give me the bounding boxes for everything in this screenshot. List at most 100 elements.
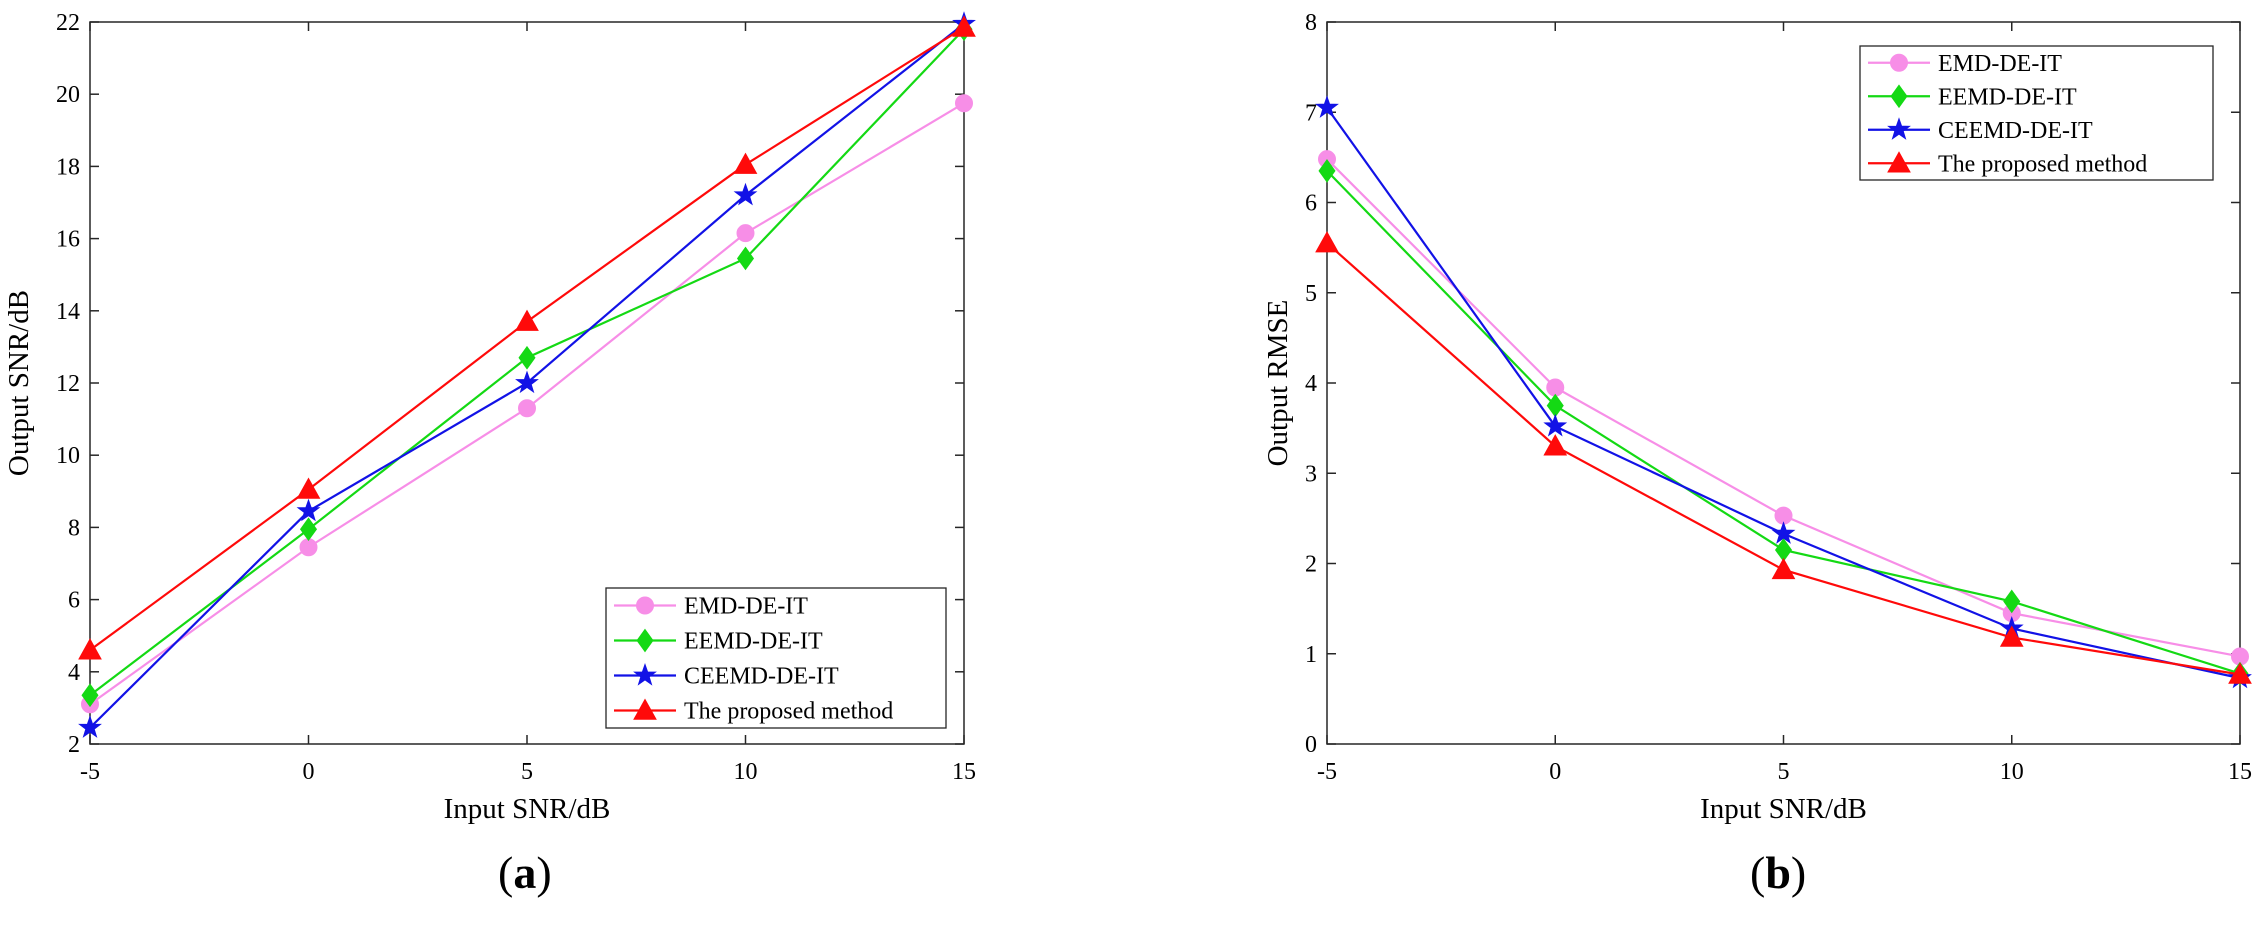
panel-label-open-paren: ( — [498, 847, 513, 898]
x-tick-label: 5 — [1778, 759, 1790, 785]
legend: EMD-DE-IT EEMD-DE-IT CEEMD-DE-IT The propos… — [1859, 45, 2214, 181]
legend-marker-diamond — [1890, 84, 1908, 109]
data-point-circle — [736, 224, 755, 243]
x-tick-label: -5 — [1317, 759, 1337, 785]
legend-marker-diamond — [636, 628, 654, 653]
legend-marker-star — [633, 662, 657, 686]
legend-item: EMD-DE-IT — [614, 594, 808, 620]
x-tick-label: 0 — [303, 759, 315, 785]
series-the-proposed-method — [1315, 231, 2252, 684]
legend-item: EMD-DE-IT — [1868, 51, 2062, 77]
series-line — [1326, 242, 2241, 676]
data-point-star — [1771, 521, 1796, 544]
x-tick-label: 0 — [1549, 759, 1561, 785]
y-tick-label: 3 — [1305, 461, 1317, 487]
y-tick-label: 12 — [56, 371, 80, 397]
series-line — [1326, 107, 2241, 680]
legend-marker-circle — [1890, 53, 1908, 72]
y-tick-label: 0 — [1305, 732, 1317, 758]
panel-label: (b) — [1750, 847, 1806, 898]
panel-label-close-paren: ) — [536, 847, 551, 898]
y-tick-label: 2 — [68, 732, 80, 758]
legend-item: EEMD-DE-IT — [614, 629, 823, 655]
data-point-diamond — [518, 345, 536, 370]
x-tick-label: 15 — [952, 759, 976, 785]
y-tick-label: 8 — [1305, 10, 1317, 36]
panel-label-close-paren: ) — [1791, 847, 1806, 898]
series-emd-de-it — [1318, 150, 2249, 666]
data-point-star — [733, 182, 758, 206]
data-point-circle — [1546, 378, 1565, 397]
y-tick-label: 4 — [68, 660, 80, 686]
legend-marker-triangle — [633, 698, 657, 720]
y-tick-label: 14 — [56, 299, 80, 325]
data-point-circle — [299, 538, 318, 557]
data-point-diamond — [81, 683, 99, 708]
y-tick-label: 18 — [56, 154, 80, 180]
legend-box — [605, 587, 947, 729]
data-point-triangle — [78, 638, 102, 660]
data-point-circle — [955, 94, 973, 113]
panel-label: (a) — [498, 847, 552, 898]
y-tick-label: 4 — [1305, 371, 1317, 397]
y-tick-label: 16 — [56, 227, 80, 253]
x-axis-label: Input SNR/dB — [1700, 793, 1867, 825]
data-point-triangle — [515, 309, 539, 331]
legend-label: CEEMD-DE-IT — [684, 664, 839, 690]
legend-label: The proposed method — [1938, 151, 2147, 177]
y-tick-label: 10 — [56, 443, 80, 469]
x-axis-label: Input SNR/dB — [444, 793, 611, 825]
x-tick-label: 15 — [2228, 759, 2252, 785]
data-point-star — [1315, 95, 1339, 118]
series-ceemd-de-it — [1315, 95, 2252, 689]
y-tick-label: 5 — [1305, 281, 1317, 307]
data-point-triangle — [952, 15, 976, 37]
series-line — [1326, 158, 2241, 658]
legend-item: The proposed method — [1868, 151, 2147, 177]
legend-marker-star — [1887, 117, 1911, 140]
legend-marker-circle — [636, 596, 654, 615]
data-point-triangle — [1543, 434, 1568, 456]
data-point-diamond — [1546, 393, 1564, 418]
y-axis-label: Output SNR/dB — [3, 290, 35, 476]
data-point-diamond — [736, 246, 755, 271]
legend-item: CEEMD-DE-IT — [1868, 117, 2093, 144]
data-point-triangle — [296, 477, 321, 499]
legend-item: CEEMD-DE-IT — [614, 662, 839, 690]
data-point-diamond — [2003, 589, 2021, 614]
data-point-star — [1543, 413, 1568, 437]
series-emd-de-it — [81, 94, 973, 714]
series-line — [89, 26, 965, 652]
legend-box — [1859, 45, 2214, 181]
legend-label: EMD-DE-IT — [684, 594, 808, 620]
x-tick-label: -5 — [80, 759, 100, 785]
legend-label: EEMD-DE-IT — [684, 629, 823, 655]
data-point-diamond — [299, 517, 318, 542]
legend: EMD-DE-IT EEMD-DE-IT CEEMD-DE-IT The propos… — [605, 587, 947, 729]
y-axis-label: Output RMSE — [1262, 300, 1294, 467]
y-tick-label: 20 — [56, 82, 80, 108]
panel-label-letter: b — [1765, 847, 1791, 898]
y-tick-label: 1 — [1305, 642, 1317, 668]
y-tick-label: 2 — [1305, 552, 1317, 578]
legend-marker-triangle — [1887, 151, 1911, 173]
panel-label-open-paren: ( — [1750, 847, 1765, 898]
legend-item: The proposed method — [614, 698, 893, 725]
data-point-star — [515, 370, 539, 394]
legend-label: EEMD-DE-IT — [1938, 84, 2077, 110]
legend-label: EMD-DE-IT — [1938, 51, 2062, 77]
panel-label-letter: a — [513, 847, 536, 898]
data-point-star — [78, 715, 102, 738]
data-point-star — [296, 498, 321, 522]
data-point-triangle — [1999, 625, 2024, 647]
series-line — [1326, 170, 2241, 675]
series-the-proposed-method — [78, 15, 976, 660]
data-point-triangle — [2228, 662, 2252, 684]
legend-label: The proposed method — [684, 699, 893, 725]
data-point-circle — [518, 399, 536, 418]
data-point-diamond — [1318, 159, 1336, 183]
data-point-triangle — [733, 152, 758, 174]
x-tick-label: 10 — [2000, 759, 2024, 785]
